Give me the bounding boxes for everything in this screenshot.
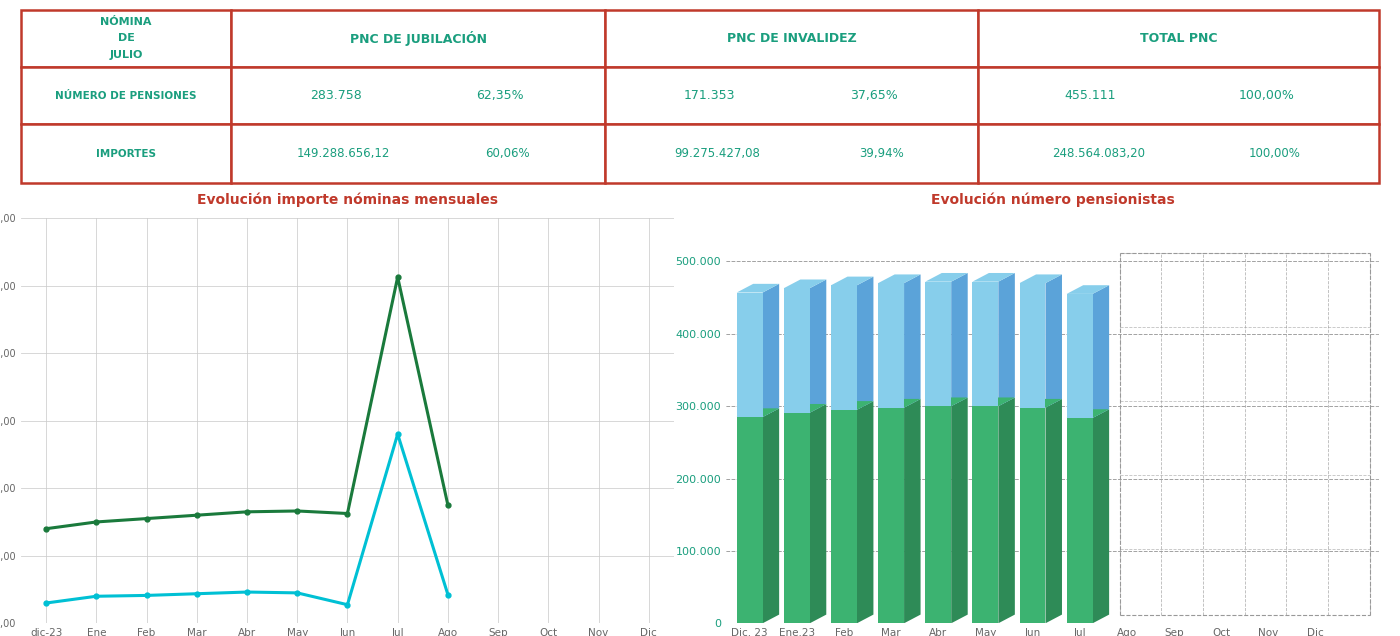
Polygon shape xyxy=(951,273,967,406)
Text: 100,00%: 100,00% xyxy=(1239,89,1295,102)
Polygon shape xyxy=(925,398,967,406)
Bar xyxy=(925,282,951,406)
Polygon shape xyxy=(763,408,780,623)
Polygon shape xyxy=(904,274,921,408)
Bar xyxy=(736,293,763,417)
Text: 99.275.427,08: 99.275.427,08 xyxy=(673,147,760,160)
Bar xyxy=(832,286,857,410)
Text: PNC DE JUBILACIÓN: PNC DE JUBILACIÓN xyxy=(350,31,487,46)
Text: 60,06%: 60,06% xyxy=(486,147,531,160)
Polygon shape xyxy=(809,279,826,413)
FancyBboxPatch shape xyxy=(231,10,605,67)
Bar xyxy=(736,417,763,623)
Polygon shape xyxy=(1019,274,1063,283)
Polygon shape xyxy=(951,398,967,623)
Polygon shape xyxy=(998,398,1015,623)
FancyBboxPatch shape xyxy=(605,10,979,67)
Bar xyxy=(1019,283,1046,408)
FancyBboxPatch shape xyxy=(231,67,605,124)
Polygon shape xyxy=(1046,274,1063,408)
Bar xyxy=(832,410,857,623)
Polygon shape xyxy=(736,408,780,417)
Text: 37,65%: 37,65% xyxy=(850,89,897,102)
Polygon shape xyxy=(1092,285,1109,418)
Text: 455.111: 455.111 xyxy=(1065,89,1116,102)
Polygon shape xyxy=(736,284,780,293)
Polygon shape xyxy=(1019,399,1063,408)
Text: 171.353: 171.353 xyxy=(683,89,735,102)
Text: IMPORTES: IMPORTES xyxy=(97,149,157,159)
Text: 39,94%: 39,94% xyxy=(860,147,903,160)
Bar xyxy=(973,282,998,406)
Bar xyxy=(784,288,809,413)
Text: NÓMINA
DE
JULIO: NÓMINA DE JULIO xyxy=(101,17,153,60)
Text: 248.564.083,20: 248.564.083,20 xyxy=(1051,147,1145,160)
Polygon shape xyxy=(784,404,826,413)
Bar xyxy=(925,406,951,623)
Bar xyxy=(1019,408,1046,623)
Bar xyxy=(1067,294,1092,418)
FancyBboxPatch shape xyxy=(979,124,1379,183)
FancyBboxPatch shape xyxy=(21,124,231,183)
FancyBboxPatch shape xyxy=(979,67,1379,124)
Title: Evolución importe nóminas mensuales: Evolución importe nóminas mensuales xyxy=(197,193,498,207)
Polygon shape xyxy=(832,401,874,410)
FancyBboxPatch shape xyxy=(605,67,979,124)
Polygon shape xyxy=(763,284,780,417)
Text: 100,00%: 100,00% xyxy=(1249,147,1301,160)
Text: 149.288.656,12: 149.288.656,12 xyxy=(297,147,391,160)
Bar xyxy=(784,413,809,623)
Polygon shape xyxy=(832,277,874,286)
Polygon shape xyxy=(904,399,921,623)
Polygon shape xyxy=(1067,409,1109,418)
FancyBboxPatch shape xyxy=(21,67,231,124)
Text: 283.758: 283.758 xyxy=(311,89,363,102)
FancyBboxPatch shape xyxy=(21,10,231,67)
Polygon shape xyxy=(1067,285,1109,294)
Polygon shape xyxy=(973,398,1015,406)
Polygon shape xyxy=(857,277,874,410)
Title: Evolución número pensionistas: Evolución número pensionistas xyxy=(931,193,1175,207)
Polygon shape xyxy=(878,274,921,283)
FancyBboxPatch shape xyxy=(231,124,605,183)
Bar xyxy=(973,406,998,623)
Polygon shape xyxy=(784,279,826,288)
Polygon shape xyxy=(1046,399,1063,623)
FancyBboxPatch shape xyxy=(605,124,979,183)
Polygon shape xyxy=(998,273,1015,406)
Bar xyxy=(1067,418,1092,623)
Polygon shape xyxy=(878,399,921,408)
Text: TOTAL PNC: TOTAL PNC xyxy=(1140,32,1218,45)
Polygon shape xyxy=(809,404,826,623)
Text: 62,35%: 62,35% xyxy=(476,89,524,102)
Polygon shape xyxy=(973,273,1015,282)
Text: PNC DE INVALIDEZ: PNC DE INVALIDEZ xyxy=(727,32,857,45)
FancyBboxPatch shape xyxy=(979,10,1379,67)
Polygon shape xyxy=(1092,409,1109,623)
Bar xyxy=(878,283,904,408)
Polygon shape xyxy=(925,273,967,282)
Polygon shape xyxy=(857,401,874,623)
Text: NÚMERO DE PENSIONES: NÚMERO DE PENSIONES xyxy=(56,90,197,100)
Bar xyxy=(878,408,904,623)
